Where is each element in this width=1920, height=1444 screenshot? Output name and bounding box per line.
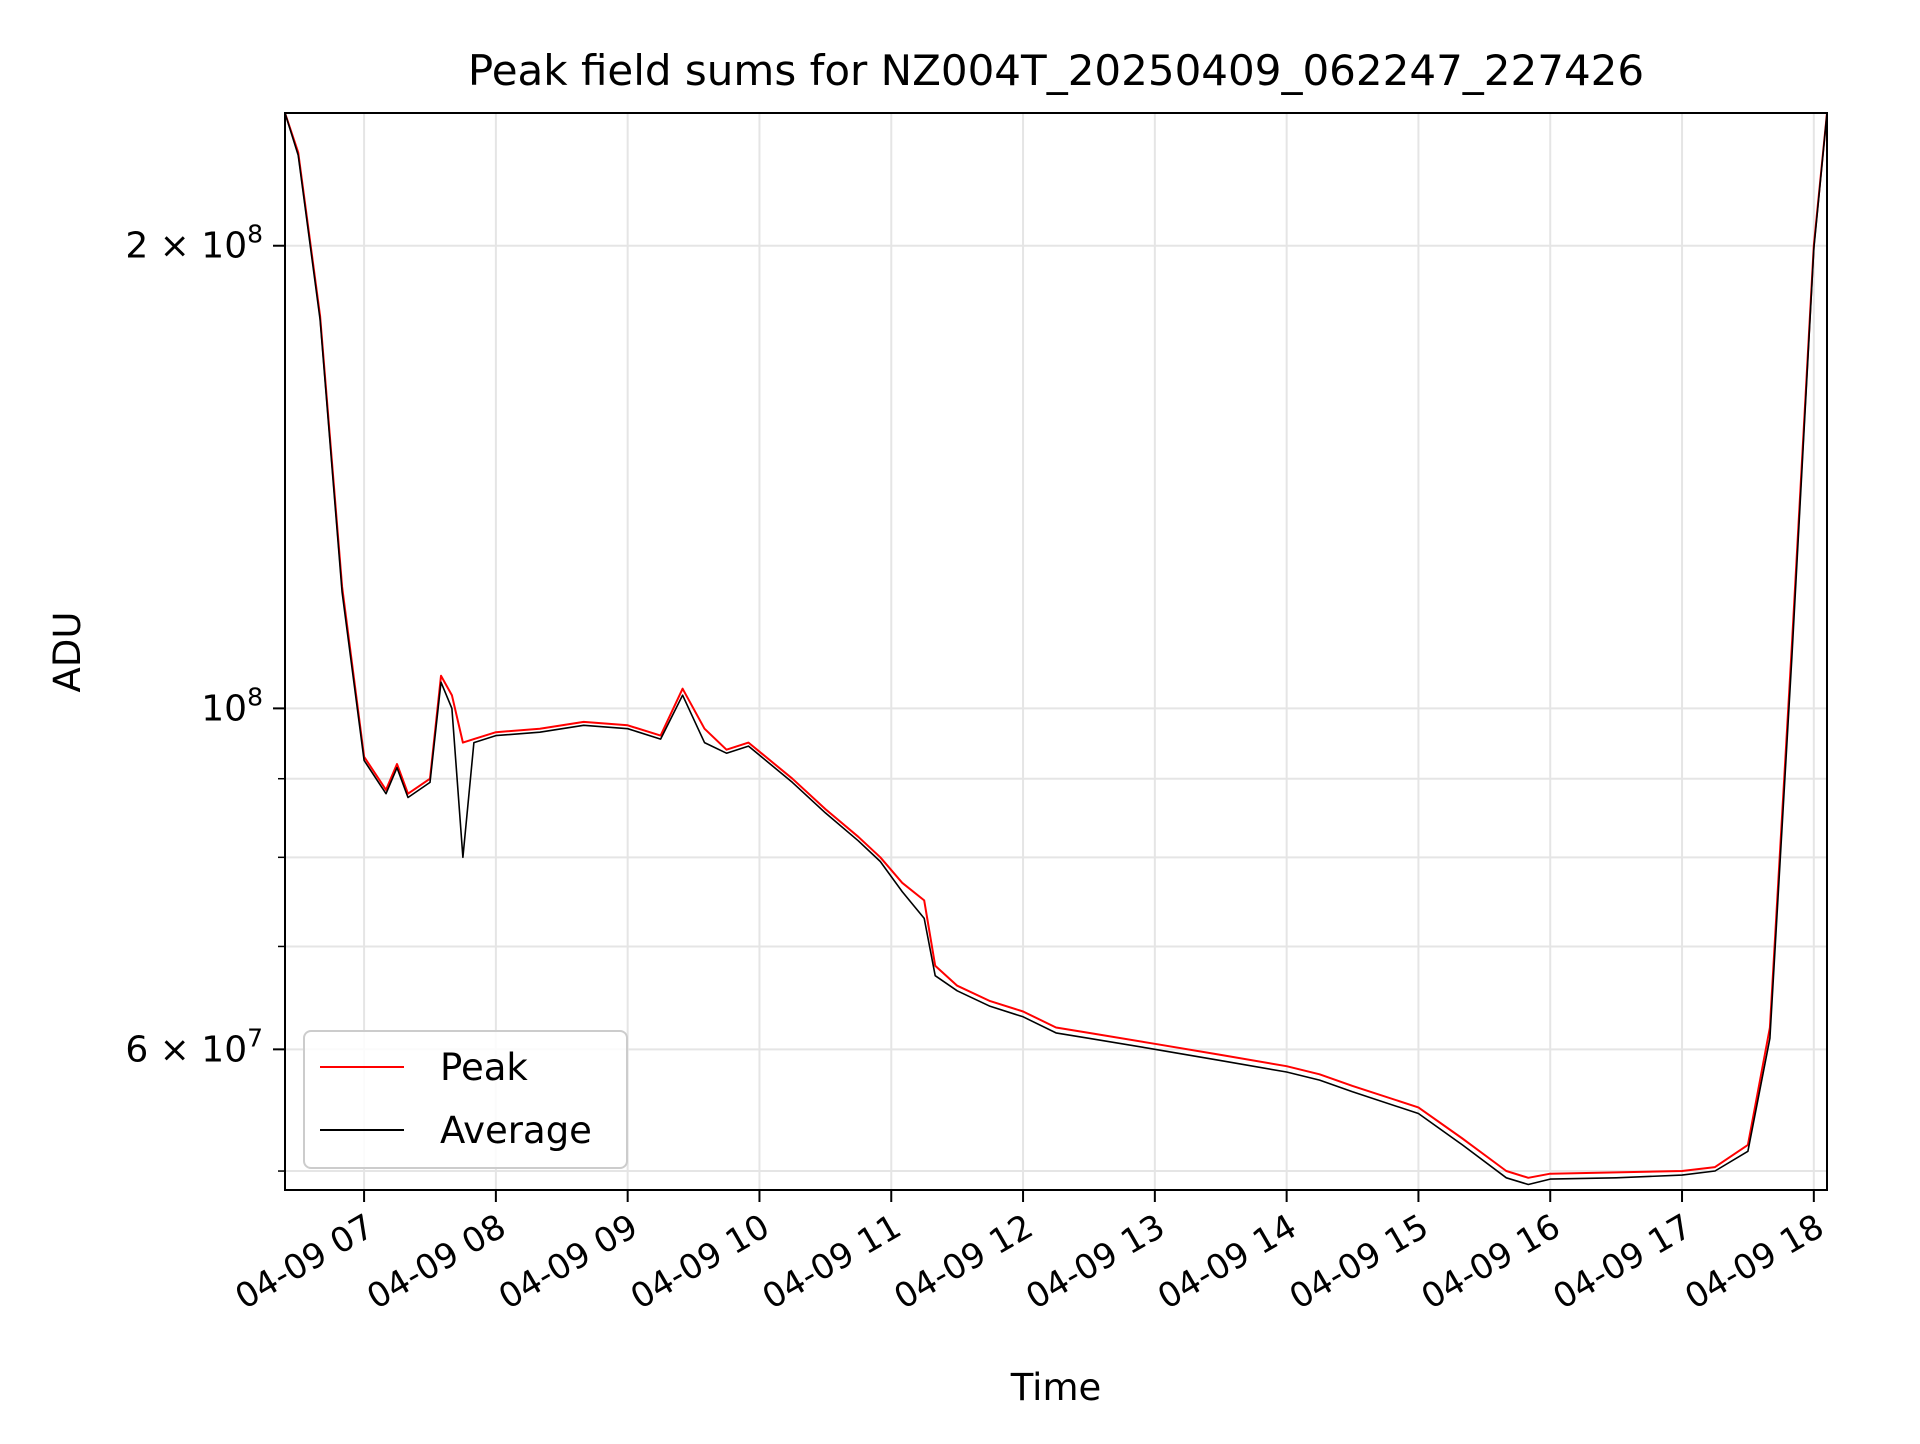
x-axis-label: Time [1010,1366,1102,1409]
y-tick-label: 108 [201,682,263,729]
y-tick-label: 2 × 108 [125,220,263,267]
legend-label-peak: Peak [440,1046,528,1089]
series-line-average [285,113,1827,1186]
y-axis-label: ADU [46,612,89,693]
legend-box [303,1030,628,1169]
plot-frame [284,112,1828,1191]
y-tick-label: 6 × 107 [125,1023,263,1070]
grid [285,113,1827,1190]
series-layer [285,113,1827,1186]
legend: Peak Average [303,1030,628,1169]
legend-label-average: Average [440,1109,592,1152]
chart-title: Peak field sums for NZ004T_20250409_0622… [468,46,1644,95]
y-ticks: 6 × 107 108 2 × 108 [125,220,285,1172]
